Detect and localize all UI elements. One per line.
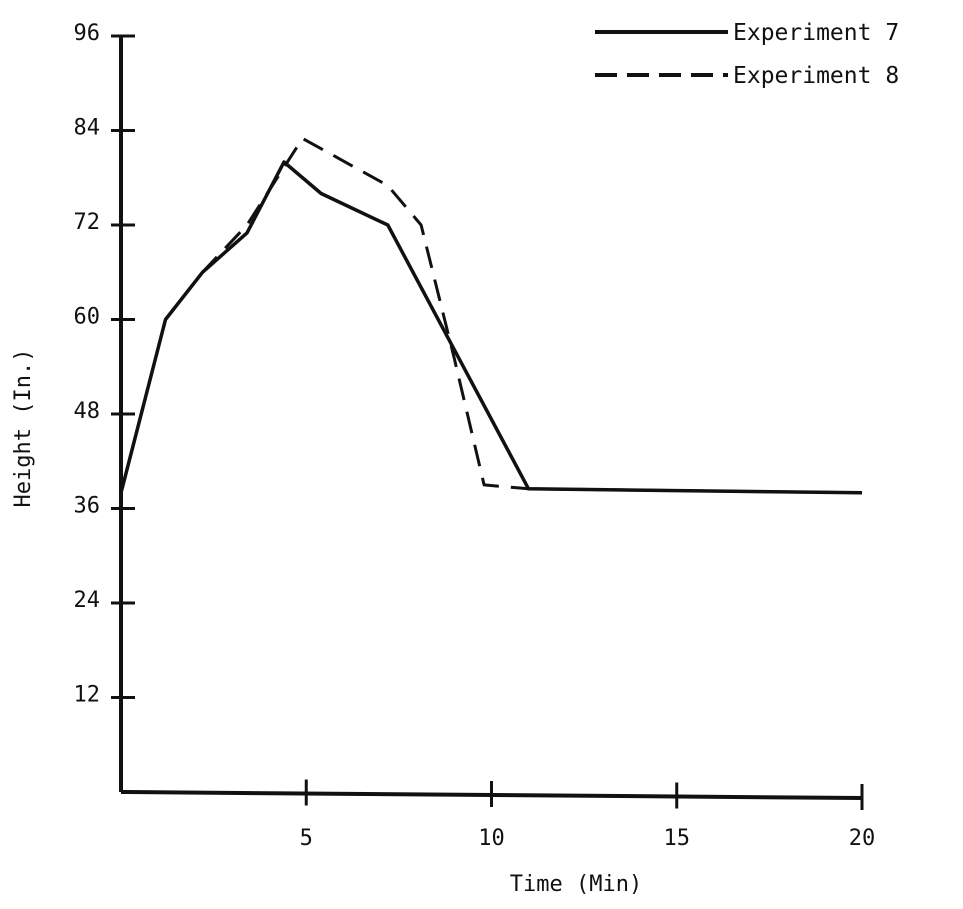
y-tick-label: 72 <box>74 210 101 235</box>
y-tick-label: 24 <box>74 588 101 613</box>
legend: Experiment 7 Experiment 8 <box>595 20 899 89</box>
y-tick-label: 84 <box>74 116 101 141</box>
y-tick-label: 48 <box>74 399 101 424</box>
legend-label-1: Experiment 7 <box>733 20 899 46</box>
x-tick-label: 15 <box>664 826 691 851</box>
x-tick-label: 10 <box>478 826 505 851</box>
y-tick-label: 36 <box>74 494 101 519</box>
series-lines <box>119 136 863 495</box>
legend-label-2: Experiment 8 <box>733 63 899 89</box>
x-tick-label: 20 <box>849 826 876 851</box>
x-axis-title: Time (Min) <box>510 872 642 897</box>
y-tick-label: 12 <box>74 683 101 708</box>
y-tick-label: 60 <box>74 305 101 330</box>
ticks: 12 24 36 48 60 72 84 96 5 10 15 20 <box>74 21 876 851</box>
series-line-1 <box>119 160 863 495</box>
series-line-2 <box>119 136 863 495</box>
y-tick-label: 96 <box>74 21 101 46</box>
x-tick-label: 5 <box>300 826 313 851</box>
y-axis-title: Height (In.) <box>11 349 36 508</box>
